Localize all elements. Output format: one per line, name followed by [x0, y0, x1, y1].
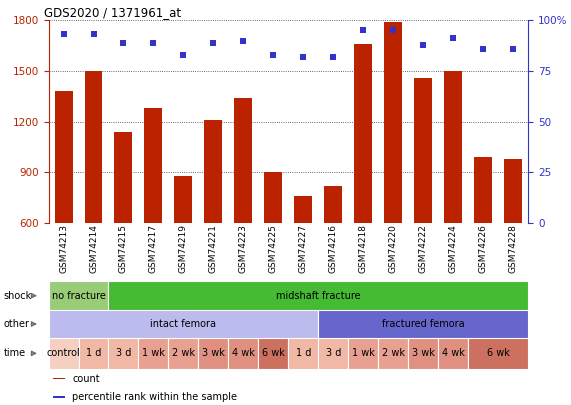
- Text: 2 wk: 2 wk: [172, 348, 195, 358]
- Text: time: time: [4, 348, 26, 358]
- Bar: [49, 338, 79, 369]
- Point: [449, 35, 458, 42]
- Bar: [108, 281, 528, 310]
- Bar: [144, 108, 163, 223]
- Bar: [85, 71, 103, 223]
- Point: [478, 45, 488, 52]
- Bar: [53, 378, 65, 379]
- Bar: [319, 338, 348, 369]
- Text: 1 d: 1 d: [86, 348, 101, 358]
- Text: shock: shock: [4, 291, 32, 301]
- Bar: [79, 338, 108, 369]
- Bar: [53, 396, 65, 398]
- Text: 1 wk: 1 wk: [142, 348, 165, 358]
- Bar: [108, 338, 138, 369]
- Point: [359, 27, 368, 34]
- Text: fractured femora: fractured femora: [382, 319, 465, 329]
- Text: 4 wk: 4 wk: [232, 348, 255, 358]
- Bar: [204, 120, 223, 223]
- Text: 3 wk: 3 wk: [202, 348, 225, 358]
- Bar: [504, 159, 522, 223]
- Text: no fracture: no fracture: [51, 291, 106, 301]
- Text: 1 d: 1 d: [296, 348, 311, 358]
- Bar: [354, 44, 372, 223]
- Bar: [228, 338, 258, 369]
- Point: [179, 51, 188, 58]
- Point: [389, 27, 398, 34]
- Point: [209, 39, 218, 46]
- Text: GDS2020 / 1371961_at: GDS2020 / 1371961_at: [44, 6, 181, 19]
- Bar: [295, 196, 312, 223]
- Point: [149, 39, 158, 46]
- Bar: [235, 98, 252, 223]
- Bar: [288, 338, 319, 369]
- Bar: [49, 310, 319, 338]
- Bar: [444, 71, 463, 223]
- Bar: [324, 185, 343, 223]
- Bar: [439, 338, 468, 369]
- Text: 3 d: 3 d: [325, 348, 341, 358]
- Bar: [168, 338, 199, 369]
- Text: 2 wk: 2 wk: [382, 348, 405, 358]
- Point: [59, 31, 68, 38]
- Text: 4 wk: 4 wk: [442, 348, 465, 358]
- Text: intact femora: intact femora: [150, 319, 216, 329]
- Bar: [348, 338, 379, 369]
- Text: 3 wk: 3 wk: [412, 348, 435, 358]
- Text: other: other: [4, 319, 30, 329]
- Bar: [49, 281, 108, 310]
- Bar: [474, 157, 492, 223]
- Text: 6 wk: 6 wk: [486, 348, 510, 358]
- Text: 1 wk: 1 wk: [352, 348, 375, 358]
- Bar: [199, 338, 228, 369]
- Point: [89, 31, 98, 38]
- Text: 6 wk: 6 wk: [262, 348, 285, 358]
- Bar: [379, 338, 408, 369]
- Bar: [319, 310, 528, 338]
- Text: percentile rank within the sample: percentile rank within the sample: [72, 392, 237, 402]
- Text: midshaft fracture: midshaft fracture: [276, 291, 361, 301]
- Bar: [264, 172, 283, 223]
- Point: [419, 41, 428, 48]
- Bar: [408, 338, 439, 369]
- Bar: [259, 338, 288, 369]
- Bar: [114, 132, 132, 223]
- Bar: [384, 22, 402, 223]
- Point: [239, 37, 248, 44]
- Text: control: control: [47, 348, 81, 358]
- Text: count: count: [72, 374, 100, 384]
- Text: 3 d: 3 d: [116, 348, 131, 358]
- Point: [329, 53, 338, 60]
- Point: [509, 45, 518, 52]
- Bar: [468, 338, 528, 369]
- Bar: [138, 338, 168, 369]
- Bar: [175, 175, 192, 223]
- Point: [119, 39, 128, 46]
- Bar: [55, 91, 73, 223]
- Bar: [415, 78, 432, 223]
- Point: [299, 53, 308, 60]
- Point: [269, 51, 278, 58]
